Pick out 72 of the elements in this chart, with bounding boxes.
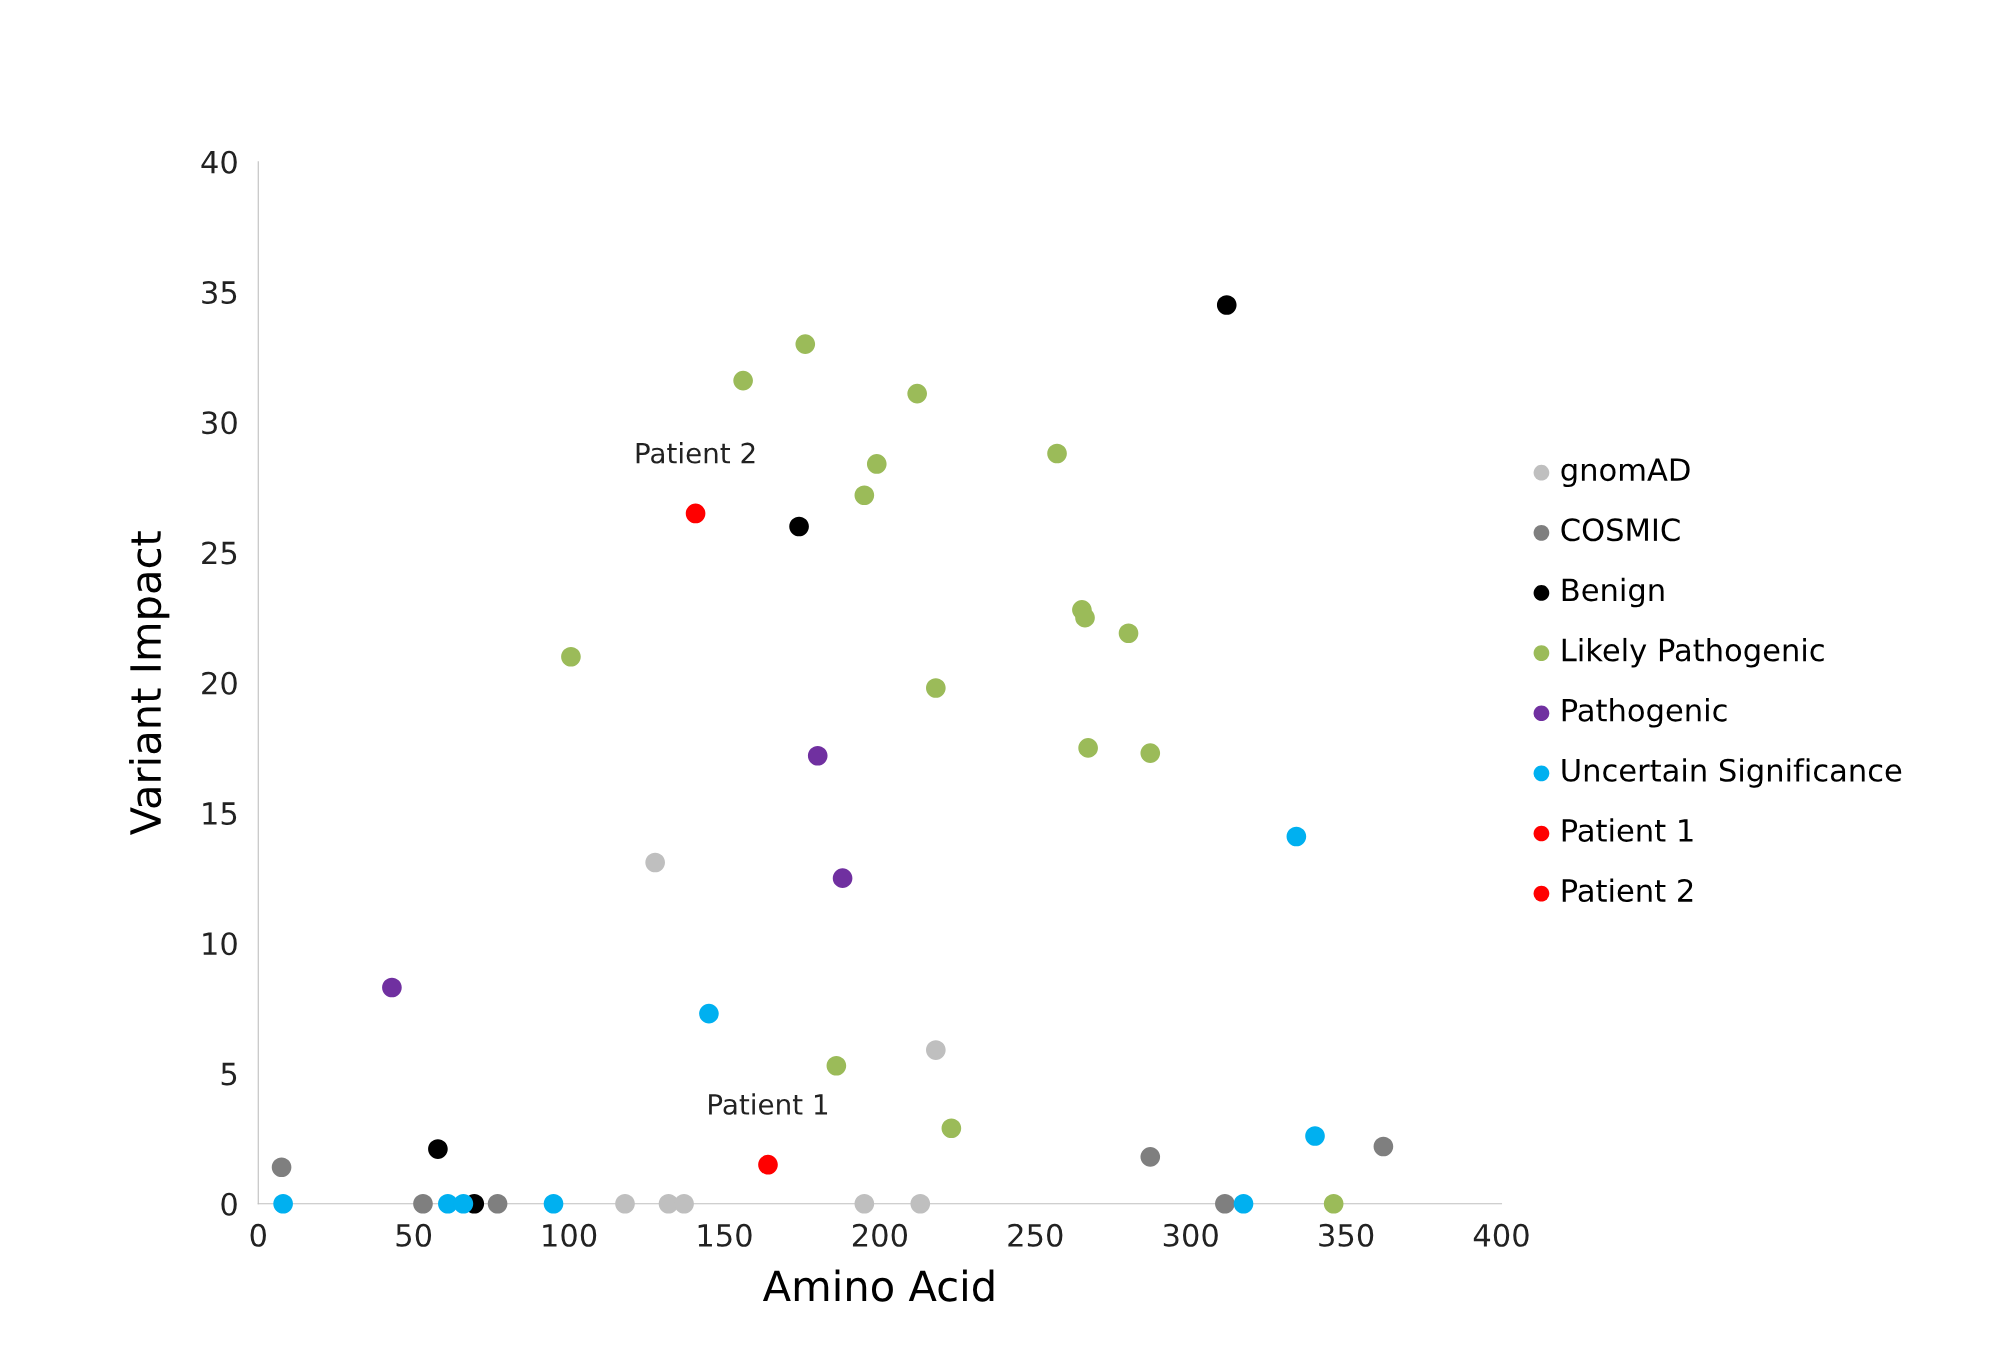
legend-label: Pathogenic bbox=[1562, 698, 1727, 728]
x-tick-label: 200 bbox=[852, 1223, 908, 1247]
point bbox=[926, 1040, 946, 1060]
legend-label: Likely Pathogenic bbox=[1562, 637, 1824, 668]
point bbox=[1075, 607, 1095, 628]
point bbox=[1078, 738, 1098, 758]
point bbox=[699, 1003, 719, 1024]
y-tick-label: 35 bbox=[202, 280, 237, 305]
point bbox=[674, 1193, 694, 1214]
point bbox=[789, 516, 809, 537]
point bbox=[866, 454, 887, 474]
y-tick-label: 10 bbox=[203, 932, 237, 956]
x-tick-label: 350 bbox=[1319, 1223, 1374, 1247]
point bbox=[832, 868, 853, 888]
y-axis-title: Variant Impact bbox=[129, 531, 170, 835]
annotation: Patient 2 bbox=[636, 442, 755, 464]
y-tick-label: 15 bbox=[203, 802, 237, 826]
point bbox=[1216, 295, 1237, 315]
legend-label: Patient 2 bbox=[1562, 878, 1693, 903]
point bbox=[1047, 443, 1067, 464]
legend-label: gnomAD bbox=[1561, 458, 1690, 488]
x-tick-label: 100 bbox=[543, 1223, 597, 1247]
point bbox=[758, 1154, 778, 1175]
x-axis-title: Amino Acid bbox=[762, 1269, 994, 1302]
point bbox=[685, 503, 706, 524]
point bbox=[487, 1193, 508, 1214]
y-tick-label: 20 bbox=[202, 671, 237, 695]
point bbox=[1286, 826, 1307, 847]
point bbox=[1140, 743, 1161, 763]
point bbox=[428, 1139, 448, 1159]
point bbox=[1140, 1147, 1161, 1167]
point bbox=[807, 745, 828, 766]
y-tick-label: 0 bbox=[221, 1192, 237, 1216]
point bbox=[1215, 1193, 1235, 1214]
point bbox=[795, 334, 816, 354]
legend-label: Benign bbox=[1562, 577, 1664, 608]
x-tick-label: 0 bbox=[250, 1223, 266, 1247]
point bbox=[926, 678, 946, 698]
x-tick-label: 150 bbox=[698, 1223, 752, 1247]
point bbox=[907, 383, 927, 404]
point bbox=[1323, 1193, 1344, 1214]
legend-label: Uncertain Significance bbox=[1562, 758, 1902, 788]
annotation: Patient 1 bbox=[709, 1093, 828, 1115]
point bbox=[615, 1193, 635, 1214]
x-tick-label: 250 bbox=[1008, 1223, 1063, 1247]
point bbox=[1118, 623, 1139, 644]
x-tick-label: 400 bbox=[1473, 1223, 1529, 1247]
legend-label: COSMIC bbox=[1561, 518, 1680, 542]
point bbox=[854, 1193, 875, 1214]
point bbox=[453, 1193, 474, 1214]
x-tick-label: 300 bbox=[1163, 1223, 1218, 1247]
legend-label: Patient 1 bbox=[1562, 818, 1693, 842]
point bbox=[854, 485, 875, 506]
point bbox=[561, 646, 581, 667]
point bbox=[1373, 1136, 1394, 1157]
point bbox=[941, 1118, 962, 1139]
point bbox=[413, 1193, 433, 1214]
point bbox=[271, 1157, 292, 1178]
y-tick-label: 25 bbox=[202, 541, 237, 565]
point bbox=[382, 977, 402, 998]
y-tick-label: 5 bbox=[221, 1062, 237, 1086]
point bbox=[543, 1193, 564, 1214]
point bbox=[645, 852, 665, 873]
point bbox=[826, 1055, 847, 1076]
y-tick-label: 30 bbox=[202, 411, 237, 435]
point bbox=[910, 1193, 931, 1214]
point bbox=[1305, 1126, 1325, 1146]
x-tick-label: 50 bbox=[396, 1223, 432, 1247]
y-tick-label: 40 bbox=[201, 150, 237, 174]
point bbox=[273, 1193, 293, 1214]
point bbox=[733, 370, 753, 391]
point bbox=[1233, 1193, 1254, 1214]
